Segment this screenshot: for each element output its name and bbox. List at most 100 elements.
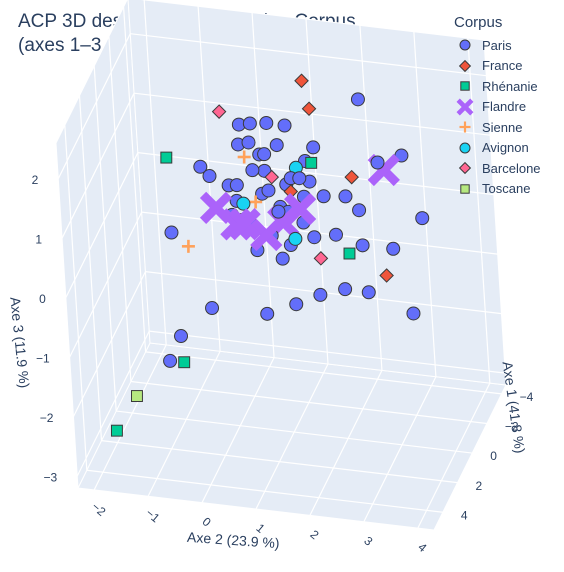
legend-swatch bbox=[458, 59, 472, 72]
point-france[interactable] bbox=[294, 73, 309, 89]
point-paris[interactable] bbox=[338, 282, 353, 297]
point-france[interactable] bbox=[344, 169, 359, 185]
legend-item-flandre[interactable]: Flandre bbox=[448, 97, 541, 118]
point-paris[interactable] bbox=[164, 225, 179, 240]
point-paris[interactable] bbox=[241, 135, 256, 150]
legend-marker[interactable] bbox=[460, 184, 470, 194]
point-paris[interactable] bbox=[202, 169, 217, 184]
point-paris[interactable] bbox=[386, 241, 401, 256]
x-gridline bbox=[147, 351, 221, 497]
point-sienne[interactable] bbox=[249, 195, 263, 209]
point-paris[interactable] bbox=[415, 211, 430, 226]
point-paris[interactable] bbox=[292, 171, 307, 186]
point-paris[interactable] bbox=[316, 189, 331, 204]
point-paris[interactable] bbox=[261, 183, 276, 198]
point-paris[interactable] bbox=[338, 189, 353, 204]
z-axis-title: Axe 3 (11.9 %) bbox=[7, 296, 32, 389]
legend-swatch bbox=[456, 98, 474, 116]
data-points[interactable] bbox=[110, 73, 430, 437]
legend-item-barcelone[interactable]: Barcelone bbox=[448, 158, 541, 179]
point-paris[interactable] bbox=[163, 353, 178, 368]
point-avignon[interactable] bbox=[236, 196, 251, 211]
point-paris[interactable] bbox=[350, 92, 365, 107]
point-paris[interactable] bbox=[259, 115, 274, 130]
point-rh-nanie[interactable] bbox=[343, 247, 356, 260]
point-toscane[interactable] bbox=[131, 390, 143, 403]
point-paris[interactable] bbox=[306, 140, 321, 155]
point-paris[interactable] bbox=[275, 251, 290, 266]
legend-marker[interactable] bbox=[459, 121, 471, 133]
legend-item-france[interactable]: France bbox=[448, 56, 541, 77]
x-gridline bbox=[251, 12, 275, 358]
point-flandre[interactable] bbox=[220, 208, 253, 241]
point-avignon[interactable] bbox=[288, 231, 303, 246]
point-paris[interactable] bbox=[406, 306, 421, 321]
point-barcelone[interactable] bbox=[211, 104, 227, 119]
x-gridline bbox=[93, 344, 167, 491]
point-barcelone[interactable] bbox=[313, 251, 329, 266]
point-paris[interactable] bbox=[193, 159, 208, 174]
x-gridline bbox=[305, 18, 329, 365]
point-paris[interactable] bbox=[352, 203, 367, 218]
z-gridline bbox=[72, 271, 146, 417]
point-rh-nanie[interactable] bbox=[110, 424, 123, 437]
point-rh-nanie[interactable] bbox=[305, 156, 318, 169]
y-tick-label: 0 bbox=[490, 449, 497, 463]
gridlines bbox=[57, 0, 506, 529]
legend-item-paris[interactable]: Paris bbox=[448, 35, 541, 56]
point-paris[interactable] bbox=[271, 204, 286, 219]
x-tick-label: 0 bbox=[200, 514, 214, 529]
point-sienne[interactable] bbox=[237, 150, 251, 164]
legend-marker[interactable] bbox=[458, 59, 472, 72]
point-paris[interactable] bbox=[328, 227, 343, 242]
point-rh-nanie[interactable] bbox=[160, 151, 173, 164]
point-paris[interactable] bbox=[242, 116, 257, 131]
point-flandre[interactable] bbox=[250, 218, 283, 252]
point-paris[interactable] bbox=[370, 155, 385, 170]
legend-marker[interactable] bbox=[458, 162, 472, 175]
x-gridline bbox=[255, 363, 329, 510]
point-sienne[interactable] bbox=[181, 239, 195, 253]
legend-items: Paris France Rhénanie Flandre Sienne Avignon B… bbox=[448, 35, 541, 199]
y-tick-label: 2 bbox=[476, 479, 483, 493]
point-paris[interactable] bbox=[289, 297, 304, 312]
point-flandre[interactable] bbox=[228, 208, 261, 241]
point-paris[interactable] bbox=[361, 285, 376, 300]
legend-item-avignon[interactable]: Avignon bbox=[448, 138, 541, 159]
point-paris[interactable] bbox=[355, 238, 370, 253]
point-rh-nanie[interactable] bbox=[178, 356, 191, 369]
legend-item-sienne[interactable]: Sienne bbox=[448, 117, 541, 138]
z-gridline bbox=[137, 152, 494, 196]
point-paris[interactable] bbox=[174, 329, 189, 344]
legend-item-rh-nanie[interactable]: Rhénanie bbox=[448, 76, 541, 97]
legend-marker[interactable] bbox=[459, 39, 471, 51]
point-paris[interactable] bbox=[205, 301, 220, 316]
point-france[interactable] bbox=[301, 101, 317, 117]
point-paris[interactable] bbox=[307, 230, 322, 245]
legend-swatch bbox=[459, 121, 471, 133]
point-paris[interactable] bbox=[257, 147, 272, 162]
legend-item-toscane[interactable]: Toscane bbox=[448, 179, 541, 200]
y-gridline bbox=[122, 6, 147, 352]
point-paris[interactable] bbox=[277, 118, 292, 133]
y-gridline bbox=[116, 410, 473, 454]
legend-swatch bbox=[459, 142, 471, 154]
point-paris[interactable] bbox=[313, 287, 328, 302]
point-paris[interactable] bbox=[260, 306, 275, 321]
point-barcelone[interactable] bbox=[264, 169, 280, 185]
x-gridline bbox=[363, 376, 437, 522]
y-tick-label: −2 bbox=[505, 420, 519, 434]
legend-label: Sienne bbox=[482, 119, 523, 135]
legend-marker[interactable] bbox=[459, 142, 471, 154]
point-paris[interactable] bbox=[229, 178, 244, 193]
legend-marker[interactable] bbox=[460, 81, 470, 91]
legend-label: Avignon bbox=[482, 140, 529, 156]
legend-marker[interactable] bbox=[456, 98, 474, 116]
z-gridline bbox=[57, 33, 131, 179]
point-paris[interactable] bbox=[269, 138, 284, 153]
point-france[interactable] bbox=[379, 268, 394, 283]
point-paris[interactable] bbox=[245, 163, 260, 178]
legend-title: Corpus bbox=[454, 14, 503, 31]
